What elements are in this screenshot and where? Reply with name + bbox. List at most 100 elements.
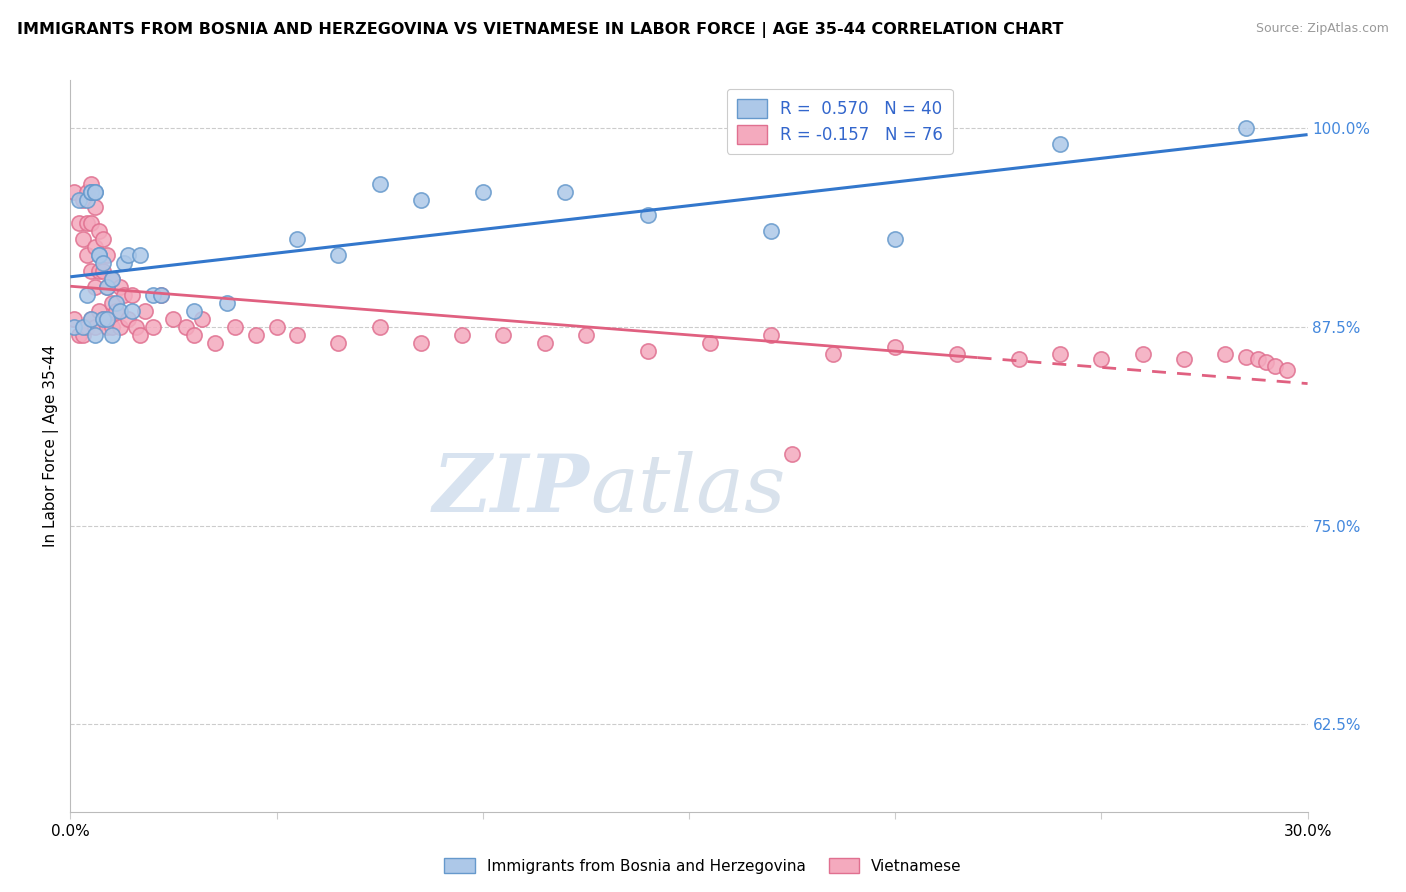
Point (76, 216, 98, 230)
Point (84, 185, 107, 199)
Point (76, 193, 98, 207)
Point (1264, 359, 1286, 374)
Point (761, 224, 783, 238)
Point (121, 288, 143, 302)
Point (91, 264, 114, 278)
Text: atlas: atlas (591, 451, 786, 529)
Point (121, 303, 143, 318)
Point (89, 264, 111, 278)
Point (63, 185, 86, 199)
Point (162, 311, 184, 326)
Point (946, 347, 969, 361)
Point (266, 319, 288, 334)
Point (80, 311, 103, 326)
Point (174, 319, 197, 334)
Point (104, 303, 127, 318)
Point (63, 311, 86, 326)
Point (780, 447, 803, 461)
Point (89, 248, 111, 262)
Point (80, 311, 103, 326)
Point (1234, 120, 1257, 135)
Legend: Immigrants from Bosnia and Herzegovina, Vietnamese: Immigrants from Bosnia and Herzegovina, … (437, 852, 969, 880)
Point (191, 311, 214, 326)
Point (108, 303, 131, 318)
Point (761, 327, 783, 342)
Point (492, 327, 515, 342)
Point (823, 347, 845, 361)
Point (637, 343, 659, 358)
Point (112, 288, 135, 302)
Text: IMMIGRANTS FROM BOSNIA AND HERZEGOVINA VS VIETNAMESE IN LABOR FORCE | AGE 35-44 : IMMIGRANTS FROM BOSNIA AND HERZEGOVINA V… (17, 22, 1063, 38)
Point (89, 303, 111, 318)
Point (96, 248, 118, 262)
Point (84, 185, 107, 199)
Point (409, 335, 432, 350)
Point (96, 319, 118, 334)
Point (637, 209, 659, 223)
Point (1008, 351, 1031, 366)
Point (884, 340, 907, 354)
Point (72, 193, 94, 207)
Point (80, 177, 103, 191)
Point (224, 319, 246, 334)
Point (91, 232, 114, 246)
Point (1173, 351, 1195, 366)
Point (91, 311, 114, 326)
Y-axis label: In Labor Force | Age 35-44: In Labor Force | Age 35-44 (44, 345, 59, 547)
Legend: R =  0.570   N = 40, R = -0.157   N = 76: R = 0.570 N = 40, R = -0.157 N = 76 (727, 88, 953, 153)
Point (1275, 362, 1298, 376)
Point (67, 327, 90, 342)
Point (1213, 347, 1236, 361)
Point (245, 327, 267, 342)
Point (84, 240, 107, 254)
Point (699, 335, 721, 350)
Point (1049, 347, 1071, 361)
Point (63, 319, 86, 334)
Point (150, 288, 173, 302)
Point (84, 280, 107, 294)
Point (108, 280, 131, 294)
Point (100, 272, 122, 286)
Point (125, 319, 148, 334)
Point (89, 248, 111, 262)
Point (100, 319, 122, 334)
Point (1256, 355, 1278, 369)
Point (1049, 136, 1071, 151)
Point (328, 335, 350, 350)
Point (84, 201, 107, 215)
Point (142, 288, 165, 302)
Point (328, 248, 350, 262)
Point (1090, 351, 1112, 366)
Point (67, 216, 90, 230)
Point (409, 193, 432, 207)
Point (76, 319, 98, 334)
Point (368, 177, 391, 191)
Point (96, 311, 118, 326)
Point (112, 256, 135, 270)
Point (215, 296, 238, 310)
Point (76, 248, 98, 262)
Point (76, 185, 98, 199)
Point (84, 319, 107, 334)
Text: ZIP: ZIP (433, 451, 591, 529)
Point (575, 327, 598, 342)
Point (117, 248, 139, 262)
Point (471, 185, 494, 199)
Point (1234, 350, 1257, 364)
Point (285, 232, 308, 246)
Point (204, 335, 226, 350)
Point (80, 185, 103, 199)
Point (1247, 351, 1270, 366)
Point (142, 319, 165, 334)
Point (183, 303, 205, 318)
Point (150, 288, 173, 302)
Point (533, 335, 555, 350)
Point (451, 327, 474, 342)
Point (72, 327, 94, 342)
Point (183, 327, 205, 342)
Point (96, 280, 118, 294)
Point (285, 327, 308, 342)
Point (84, 327, 107, 342)
Point (80, 216, 103, 230)
Point (91, 256, 114, 270)
